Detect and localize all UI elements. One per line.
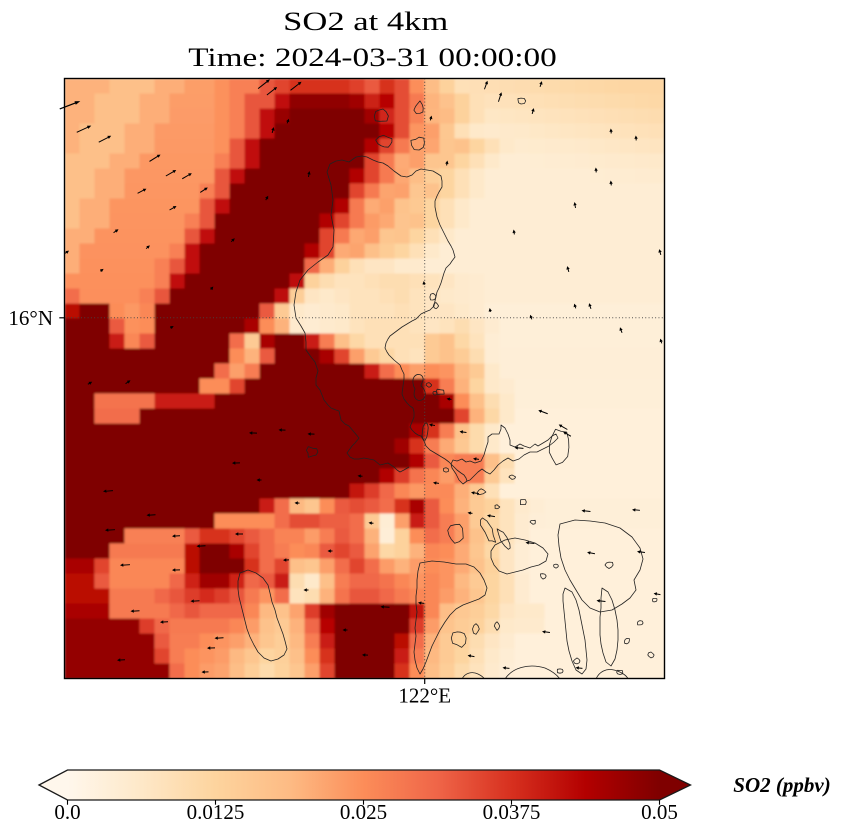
svg-text:0.0125: 0.0125 [187, 800, 245, 824]
svg-text:0.05: 0.05 [641, 800, 678, 824]
svg-text:16°N: 16°N [8, 306, 53, 330]
svg-text:SO2 at 4km: SO2 at 4km [283, 7, 448, 36]
svg-text:0.0375: 0.0375 [483, 800, 541, 824]
svg-text:0.025: 0.025 [340, 800, 387, 824]
svg-text:0.0: 0.0 [54, 800, 80, 824]
svg-text:122°E: 122°E [398, 684, 451, 708]
svg-text:Time: 2024-03-31 00:00:00: Time: 2024-03-31 00:00:00 [188, 43, 557, 72]
svg-text:SO2 (ppbv): SO2 (ppbv) [733, 773, 830, 797]
